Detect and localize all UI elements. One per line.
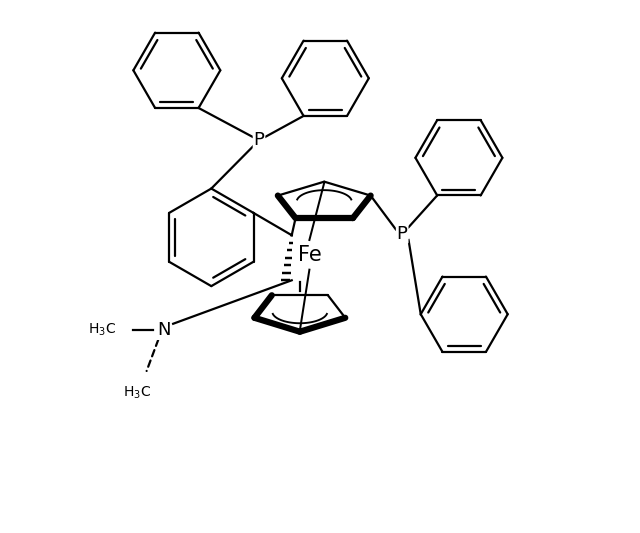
Text: H$_3$C: H$_3$C [123, 385, 151, 401]
Text: Fe: Fe [298, 245, 321, 265]
Text: N: N [157, 321, 170, 339]
Text: H$_3$C: H$_3$C [88, 322, 116, 338]
Text: P: P [397, 224, 408, 243]
Text: P: P [253, 131, 264, 149]
